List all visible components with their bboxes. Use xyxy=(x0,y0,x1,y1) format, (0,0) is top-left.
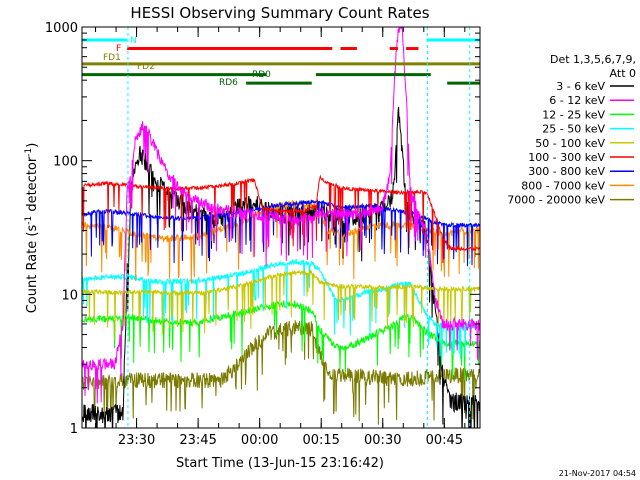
series-line xyxy=(82,268,480,340)
axes-layer: 1 10 100 1000 23:30 23:45 00:00 00:15 00:30 00:45 xyxy=(45,21,480,448)
y-axis-label-sup: -1 xyxy=(24,148,34,157)
flag-label: F xyxy=(116,44,121,54)
legend-entry-label: 6 - 12 keV xyxy=(549,94,605,107)
legend-entry-label: 7000 - 20000 keV xyxy=(507,194,605,207)
series-layer xyxy=(82,27,480,428)
y-axis-label-part: detector xyxy=(25,156,40,216)
x-tick-label: 00:45 xyxy=(426,433,463,448)
legend-entry-label: 800 - 7000 keV xyxy=(521,179,605,192)
y-axis-label: Count Rate (s-1 detector-1) xyxy=(24,143,40,314)
x-tick-label: 23:30 xyxy=(118,433,155,448)
chart-title: HESSI Observing Summary Count Rates xyxy=(130,4,429,22)
x-tick-label: 00:30 xyxy=(364,433,401,448)
legend-entry-label: 25 - 50 keV xyxy=(542,123,605,136)
series-line xyxy=(82,320,480,425)
legend-entry-label: 12 - 25 keV xyxy=(542,108,605,121)
flag-label: RD6 xyxy=(219,78,238,88)
legend-entry-label: 3 - 6 keV xyxy=(556,80,605,93)
legend-header-line: Att 0 xyxy=(610,67,636,80)
legend-entry-label: 300 - 800 keV xyxy=(528,165,605,178)
legend-entry-label: 50 - 100 keV xyxy=(535,137,605,150)
series-line xyxy=(82,198,480,267)
flag-label: RD0 xyxy=(252,70,271,80)
vertical-markers-layer xyxy=(127,27,471,428)
flag-label: FD2 xyxy=(137,62,155,72)
y-axis-label-part: Count Rate (s xyxy=(25,225,40,314)
footer-timestamp: 21-Nov-2017 04:54 xyxy=(559,469,636,478)
flag-label: N xyxy=(130,36,137,46)
x-tick-label: 00:00 xyxy=(241,433,278,448)
x-tick-label: 23:45 xyxy=(179,433,216,448)
series-line xyxy=(82,27,480,404)
y-tick-label: 10 xyxy=(61,288,78,303)
x-axis-label: Start Time (13-Jun-15 23:16:42) xyxy=(176,456,384,471)
legend-header-line: Det 1,3,5,6,7,9, xyxy=(550,53,636,66)
y-axis-label-part: ) xyxy=(25,143,40,148)
flag-label: FD1 xyxy=(103,53,121,63)
y-tick-label: 1 xyxy=(70,422,78,437)
legend-entry-label: 100 - 300 keV xyxy=(528,151,605,164)
y-tick-label: 1000 xyxy=(45,21,78,36)
y-axis-label-sup: -1 xyxy=(24,216,34,225)
x-tick-label: 00:15 xyxy=(302,433,339,448)
y-tick-label: 100 xyxy=(53,155,78,170)
series-line xyxy=(82,300,480,381)
plot-frame xyxy=(81,26,481,429)
series-line xyxy=(82,199,480,284)
